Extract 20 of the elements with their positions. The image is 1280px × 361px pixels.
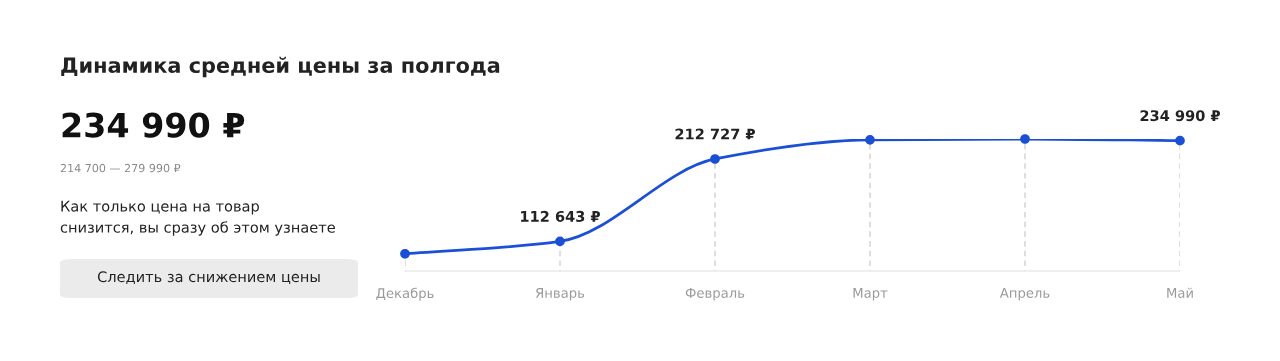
x-tick-label: Март: [853, 288, 888, 301]
chart-title: Динамика средней цены за полгода: [61, 56, 500, 78]
data-label: 234 990 ₽: [1140, 110, 1220, 122]
text: 234 990 ₽: [62, 112, 245, 138]
data-label: 112 643 ₽: [521, 210, 600, 222]
x-tick-label: Декабрь: [376, 287, 434, 301]
x-tick-label: Январь: [535, 288, 585, 301]
data-label: 212 727 ₽: [675, 128, 755, 140]
text: 214 700 — 279 990 ₽: [60, 163, 181, 173]
point: [865, 134, 875, 145]
x-tick-label: Февраль: [685, 288, 745, 301]
x-tick-label: Апрель: [999, 288, 1050, 301]
point: [710, 154, 720, 164]
point: [1175, 135, 1185, 146]
annotation: Как только цена на товар снизится, вы сразу об этом узнаете: [60, 200, 335, 236]
point: [1020, 134, 1030, 144]
x-tick-label: Май: [1167, 287, 1193, 298]
text: Следить за снижением цены: [97, 271, 320, 285]
point: [555, 236, 565, 247]
point: [400, 248, 410, 259]
